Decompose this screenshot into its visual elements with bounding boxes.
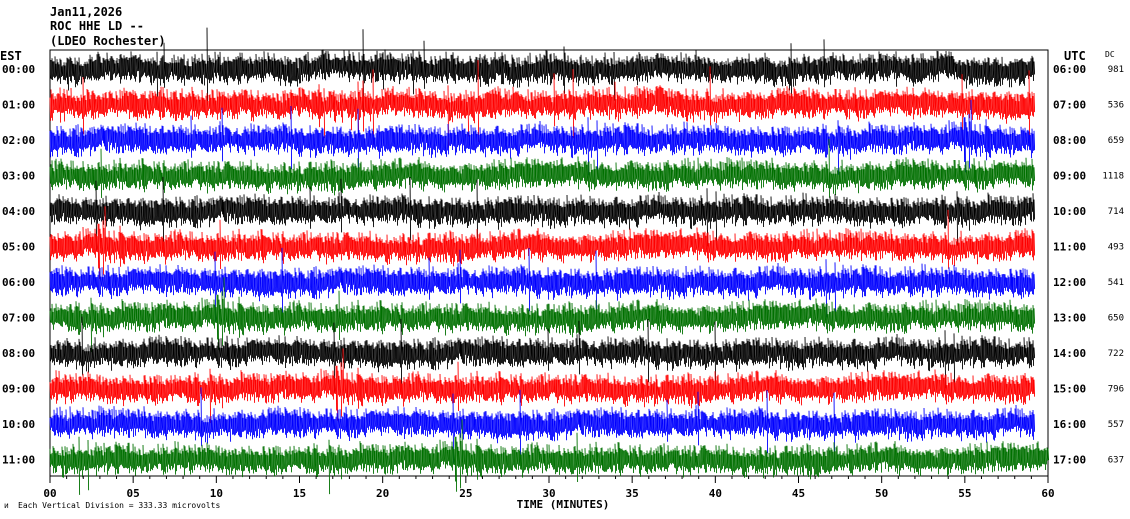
x-axis: 00 05 10 15 20 25 30 35 40 45 50 55 60 [43,476,1055,500]
trace-1000 [49,387,1036,464]
dc-offset-value: 796 [1108,385,1124,395]
utc-row-label: 16:00 [1053,418,1086,431]
x-tick-label: 45 [792,487,805,500]
utc-row-label: 17:00 [1053,454,1086,467]
dc-offset-value: 722 [1108,349,1124,359]
x-tick-label: 30 [542,487,555,500]
utc-row-label: 07:00 [1053,99,1086,112]
est-row-label: 02:00 [2,134,35,147]
x-tick-label: 35 [626,487,639,500]
dc-offset-value: 659 [1108,136,1124,146]
trace-0400 [49,176,1036,251]
trace-0000 [49,27,1036,113]
dc-offset-value: 650 [1108,314,1124,324]
dc-offset-value: 981 [1108,65,1124,75]
utc-row-label: 08:00 [1053,134,1086,147]
est-row-label: 03:00 [2,170,35,183]
est-row-label: 11:00 [2,454,35,467]
utc-row-label: 13:00 [1053,312,1086,325]
row-label-group: 00:00 06:00 981 01:00 07:00 536 02:00 08:00 659 0… [2,63,1124,467]
est-row-label: 06:00 [2,276,35,289]
utc-row-label: 09:00 [1053,170,1086,183]
dc-offset-value: 541 [1108,278,1124,288]
utc-row-label: 14:00 [1053,347,1086,360]
dc-offset-value: 536 [1108,101,1124,111]
x-tick-label: 40 [709,487,722,500]
x-tick-label: 05 [127,487,140,500]
trace-group [49,27,1050,495]
dc-offset-value: 637 [1108,456,1124,466]
x-tick-label: 15 [293,487,306,500]
utc-row-label: 15:00 [1053,383,1086,396]
trace-0200 [49,99,1036,176]
est-row-label: 04:00 [2,205,35,218]
trace-0600 [49,247,1036,322]
utc-row-label: 06:00 [1053,63,1086,76]
est-row-label: 07:00 [2,312,35,325]
utc-row-label: 10:00 [1053,205,1086,218]
x-tick-label: 25 [459,487,472,500]
est-row-label: 00:00 [2,63,35,76]
dc-offset-value: 1118 [1102,172,1124,182]
trace-0500 [49,206,1036,279]
chart-date: Jan11,2026 [50,5,122,19]
trace-0800 [49,316,1036,393]
est-row-label: 10:00 [2,418,35,431]
utc-row-label: 11:00 [1053,241,1086,254]
right-timezone-label: UTC [1064,49,1086,63]
x-axis-title: TIME (MINUTES) [517,498,610,511]
dc-header-label: DC [1105,50,1115,59]
x-tick-label: 55 [958,487,971,500]
trace-0900 [49,348,1036,424]
vertical-division-footnote: Each Vertical Division = 333.33 microvol… [18,501,220,510]
x-tick-label: 60 [1041,487,1054,500]
trace-1100 [49,419,1050,495]
dc-offset-value: 714 [1108,207,1124,217]
trace-0100 [49,60,1036,148]
trace-0300 [49,138,1036,199]
trace-0700 [49,277,1036,353]
x-tick-label: 20 [376,487,389,500]
left-timezone-label: EST [0,49,22,63]
chart-network: (LDEO Rochester) [50,34,166,48]
est-row-label: 09:00 [2,383,35,396]
dc-offset-value: 493 [1108,243,1124,253]
chart-station: ROC HHE LD -- [50,19,144,33]
dc-offset-value: 557 [1108,420,1124,430]
x-tick-label: 10 [210,487,223,500]
utc-row-label: 12:00 [1053,276,1086,289]
est-row-label: 08:00 [2,347,35,360]
footnote-mark: ᴎ [4,501,9,510]
x-tick-label: 00 [43,487,56,500]
x-tick-label: 50 [875,487,888,500]
est-row-label: 05:00 [2,241,35,254]
est-row-label: 01:00 [2,99,35,112]
